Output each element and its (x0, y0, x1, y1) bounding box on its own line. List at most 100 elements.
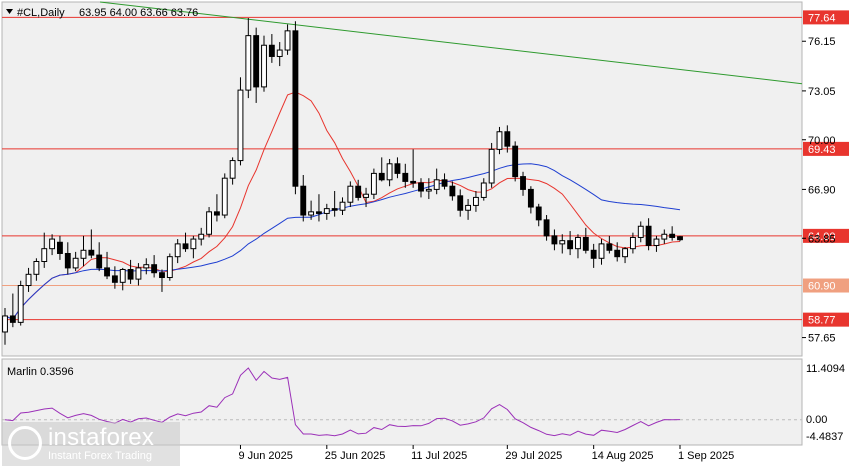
candle (402, 163, 409, 188)
price-tick-label: 70.00 (808, 135, 836, 147)
oscillator (2, 367, 802, 437)
candle (33, 258, 40, 281)
candle (669, 226, 676, 241)
candle-body (590, 249, 597, 259)
candle (355, 179, 362, 201)
candle (72, 251, 79, 272)
candle-body (441, 179, 448, 187)
candle (449, 181, 456, 201)
candle-body (143, 264, 150, 269)
candle-body (237, 89, 244, 162)
candle-body (127, 269, 134, 280)
level-price-box (803, 278, 849, 293)
candle-body (88, 249, 95, 256)
candle (284, 24, 291, 55)
candle (457, 189, 464, 217)
candle-body (33, 260, 40, 275)
date-label: 14 Aug 2025 (592, 450, 654, 462)
candle-body (551, 235, 558, 245)
candle (496, 126, 503, 155)
level-price-box (803, 10, 849, 25)
candle-body (386, 163, 393, 181)
candle (410, 149, 417, 188)
indicator-label: Marlin 0.3596 (7, 366, 74, 378)
candle-body (308, 211, 315, 216)
candle (378, 157, 385, 182)
candle-body (111, 275, 118, 283)
candle-body (300, 185, 307, 216)
level-price-box (803, 141, 849, 156)
price-panel (1, 1, 803, 357)
candle-body (339, 201, 346, 211)
candle (535, 203, 542, 227)
candle (575, 234, 581, 259)
indicator-tick-zero: 0.00 (806, 414, 827, 426)
candle (261, 35, 267, 92)
candle-body (606, 243, 613, 251)
candle-body (661, 233, 668, 240)
logo-name: instaforex (48, 424, 155, 451)
dropdown-triangle-icon[interactable] (6, 9, 13, 14)
candle-body (213, 211, 220, 216)
candle (206, 207, 213, 238)
candle (480, 178, 487, 201)
candle (268, 34, 275, 63)
candle (2, 307, 8, 345)
candle (221, 173, 228, 219)
candle-body (316, 211, 322, 214)
level-price-label: 64.00 (808, 231, 836, 243)
candle-body (190, 238, 197, 250)
candle (300, 174, 307, 222)
candle (677, 235, 683, 242)
candle-body (174, 243, 181, 258)
candle-body (480, 182, 487, 198)
candle (370, 168, 377, 200)
candle-body (41, 248, 48, 262)
candle (418, 178, 424, 198)
candle-body (80, 249, 87, 259)
ohlc-label: 63.95 64.00 63.66 63.76 (79, 7, 198, 19)
candle (127, 259, 134, 284)
candle-body (166, 256, 173, 279)
candle (104, 251, 110, 280)
trend-line (99, 1, 803, 85)
ma-fast-line (4, 91, 681, 320)
candle (645, 218, 652, 251)
candle-body (394, 163, 401, 174)
candle (614, 242, 621, 262)
candle (441, 173, 448, 190)
candle-body (567, 240, 574, 250)
candle-body (425, 188, 432, 192)
candle-body (119, 269, 126, 283)
indicator-tick-max: 11.4094 (806, 363, 845, 375)
candle-body (543, 219, 550, 237)
candle (567, 231, 574, 256)
candle (339, 197, 346, 216)
candle-body (512, 145, 519, 178)
candle-body (25, 273, 32, 287)
candle (527, 186, 534, 214)
candle (331, 191, 338, 217)
candle (229, 157, 236, 185)
indicator-tick-min: -4.4837 (806, 431, 843, 443)
candle (606, 235, 613, 254)
candle-body (598, 243, 605, 259)
logo-icon (8, 426, 42, 460)
candle-body (457, 195, 464, 211)
candle (512, 141, 519, 182)
candle (17, 280, 24, 326)
candle-body (488, 148, 495, 184)
price-tick-label: 63.85 (808, 233, 836, 245)
candle-body (378, 172, 385, 181)
candle-body (135, 267, 142, 280)
logo-tagline: Instant Forex Trading (48, 450, 152, 462)
candle (166, 253, 173, 281)
candle (96, 242, 103, 272)
candle (9, 293, 16, 328)
trendline-green (99, 1, 803, 85)
candle-body (2, 315, 8, 333)
level-lines (2, 16, 802, 321)
candle (386, 158, 393, 187)
candle (394, 157, 401, 179)
candle (472, 191, 479, 212)
